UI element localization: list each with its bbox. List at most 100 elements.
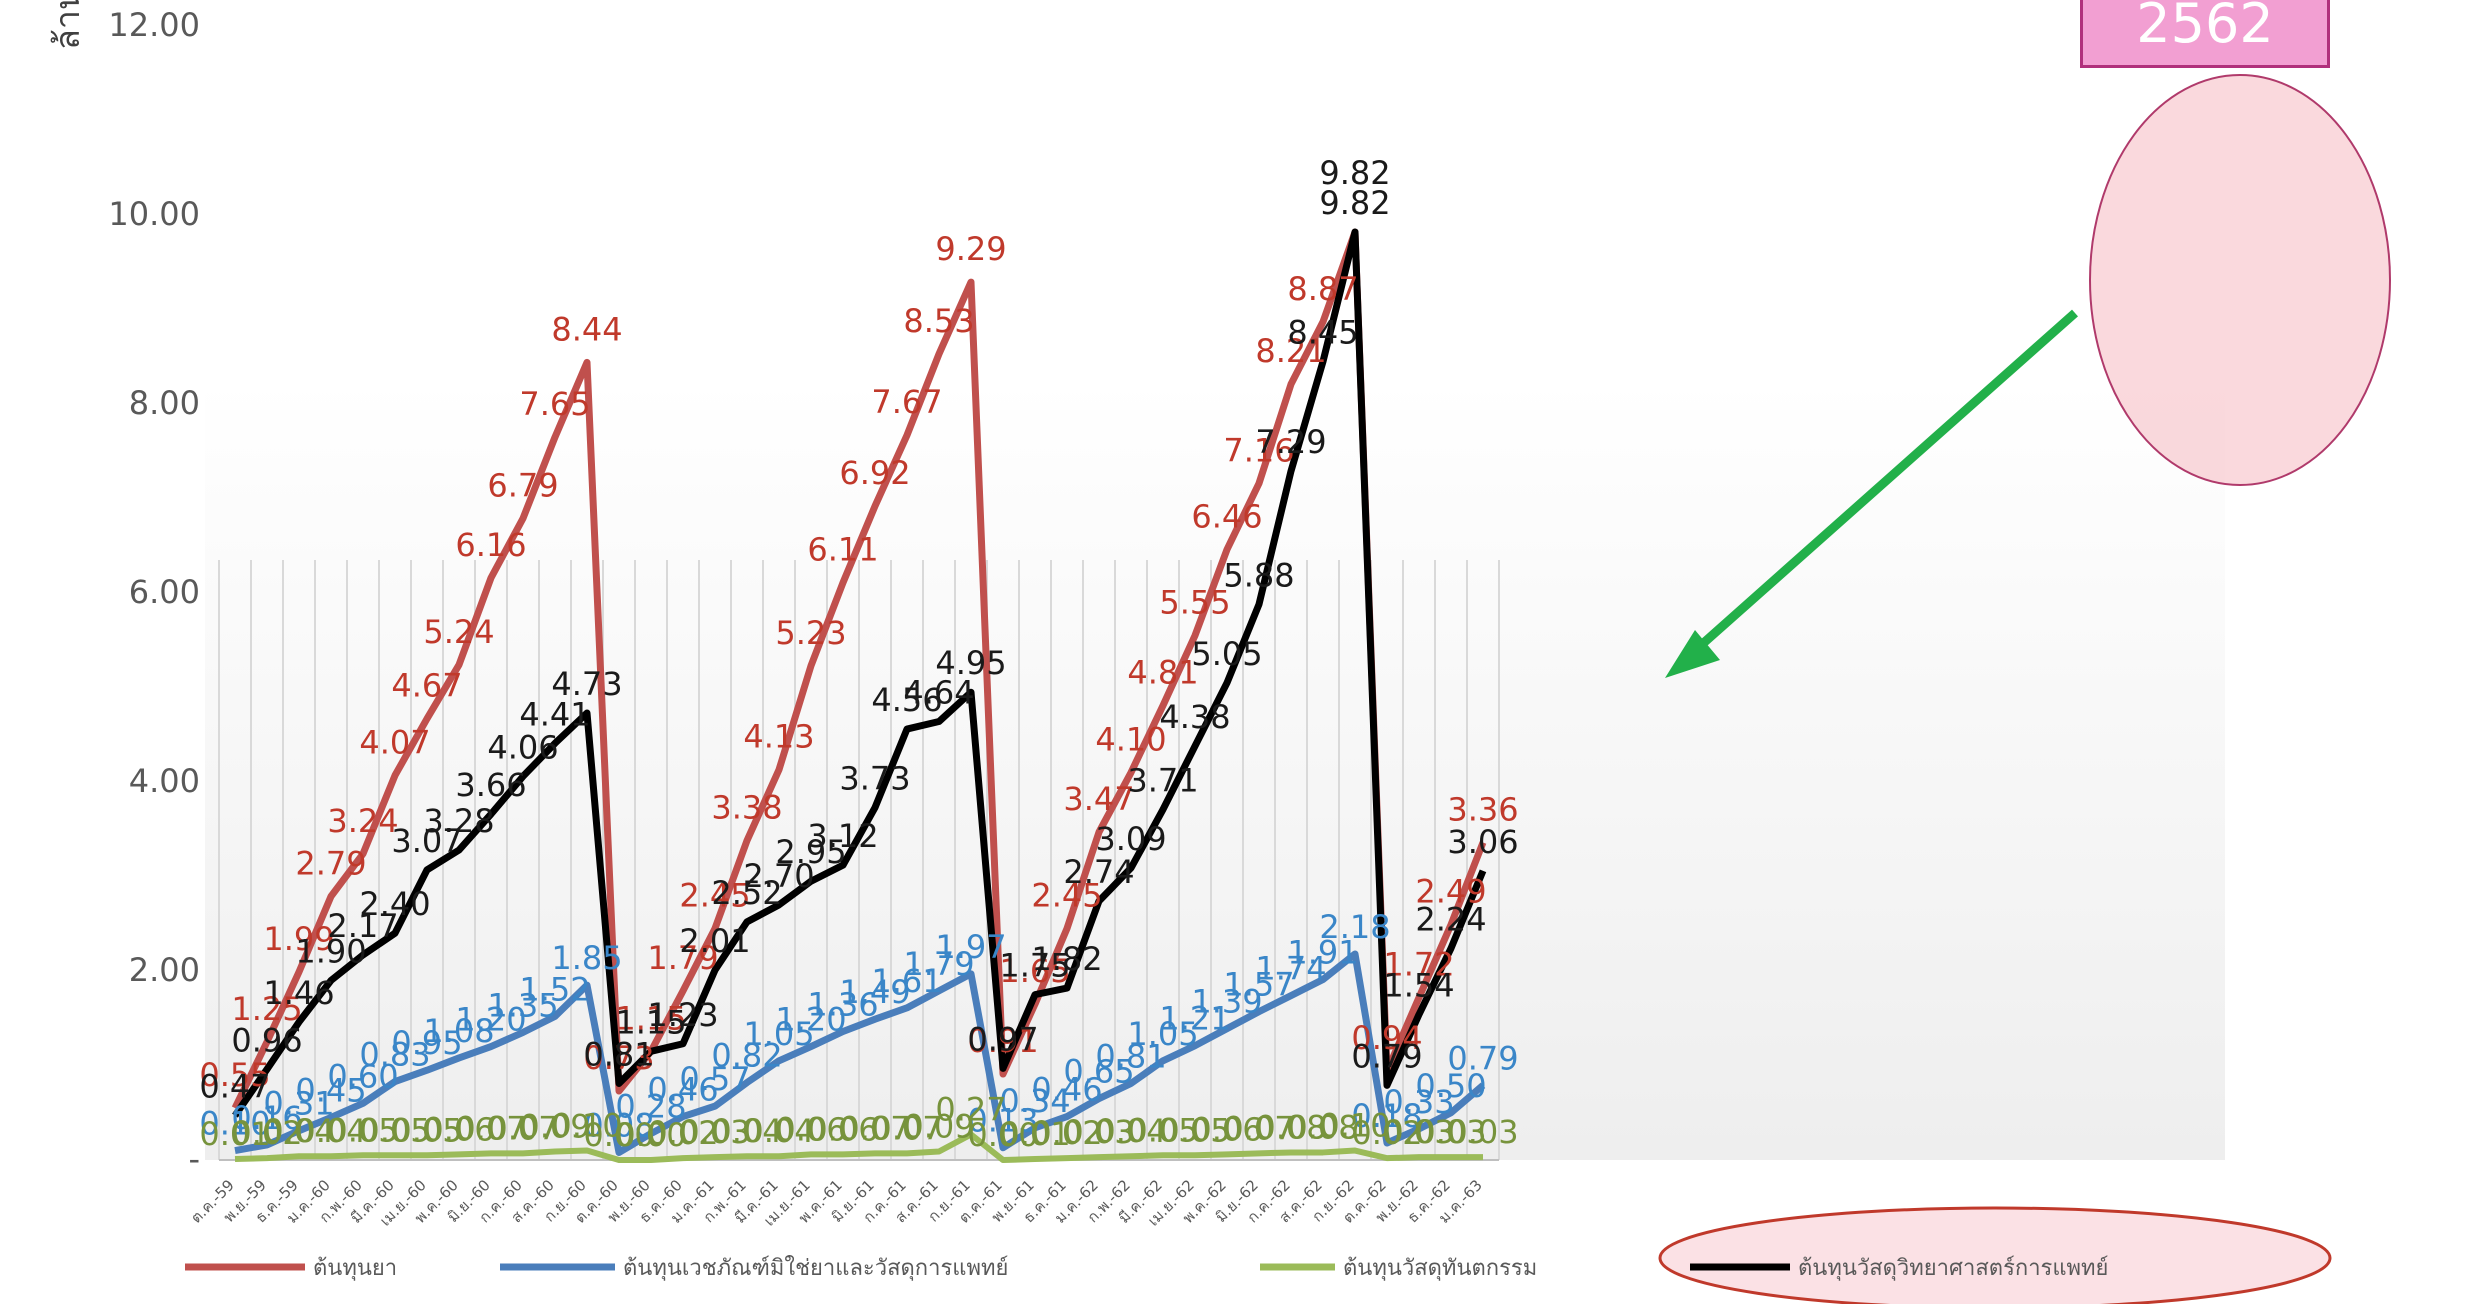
data-label: 7.67 <box>871 383 942 421</box>
data-label: 3.66 <box>455 766 526 804</box>
data-label: 0.82 <box>711 1037 782 1075</box>
data-labels: 0.55 1.25 1.99 2.79 3.24 4.07 4.67 5.24 6.16 6.79… <box>199 154 1518 1154</box>
y-tick-label: 10.00 <box>108 195 200 233</box>
data-label: 1.08 <box>423 1012 494 1050</box>
data-label: 4.10 <box>1095 721 1166 759</box>
data-label: 1.20 <box>455 1001 526 1039</box>
data-label: 0.00 <box>967 1116 1038 1154</box>
legend-label: ต้นทุนยา <box>313 1256 397 1281</box>
data-label: 0.79 <box>1351 1037 1422 1075</box>
data-label: 0.02 <box>1031 1114 1102 1152</box>
data-label: 5.05 <box>1191 635 1262 673</box>
data-label: 0.18 <box>1351 1097 1422 1135</box>
data-label: 1.90 <box>295 932 366 970</box>
data-label: 2.70 <box>743 857 814 895</box>
data-label: 0.00 <box>583 1116 654 1154</box>
data-label: 0.97 <box>967 1020 1038 1058</box>
data-label: 2.49 <box>1415 873 1486 911</box>
data-label: 4.38 <box>1159 698 1230 736</box>
data-label: 2.52 <box>711 874 782 912</box>
data-label: 2.24 <box>1415 900 1486 938</box>
data-label: 0.55 <box>199 1056 270 1094</box>
data-label: 0.07 <box>1223 1109 1294 1147</box>
data-label: 0.81 <box>583 1035 654 1073</box>
data-label: 3.07 <box>391 822 462 860</box>
data-label: 6.92 <box>839 454 910 492</box>
data-label: 7.65 <box>519 385 590 423</box>
data-label: 0.95 <box>391 1024 462 1062</box>
legend-label: ต้นทุนวัสดุวิทยาศาสตร์การแพทย์ <box>1798 1256 2108 1281</box>
data-label: 4.73 <box>551 665 622 703</box>
data-label: 3.24 <box>327 802 398 840</box>
data-label: 0.81 <box>1095 1037 1166 1075</box>
data-label: 0.60 <box>327 1057 398 1095</box>
data-label: 0.33 <box>1383 1083 1454 1121</box>
data-label: 4.95 <box>935 644 1006 682</box>
data-label: 1.54 <box>1383 966 1454 1004</box>
data-label: 0.04 <box>1095 1112 1166 1150</box>
data-label: 1.39 <box>1191 983 1262 1021</box>
data-label: 1.72 <box>1383 945 1454 983</box>
data-label: 1.82 <box>1031 940 1102 978</box>
data-label: 1.46 <box>263 974 334 1012</box>
data-label: 7.29 <box>1255 423 1326 461</box>
data-label: 7.16 <box>1223 431 1294 469</box>
data-label: 0.73 <box>583 1039 654 1077</box>
data-label: 0.04 <box>743 1112 814 1150</box>
data-label: 0.03 <box>1415 1113 1486 1151</box>
data-label: 9.82 <box>1319 184 1390 222</box>
data-label: 4.07 <box>359 723 430 761</box>
data-label: 2.74 <box>1063 853 1134 891</box>
data-label: 0.04 <box>295 1112 366 1150</box>
trend-arrow <box>1687 309 2078 659</box>
data-label: 1.05 <box>1127 1015 1198 1053</box>
year-annotation-box: 2562 <box>2080 0 2330 68</box>
data-label: 0.05 <box>327 1111 398 1149</box>
data-label: 8.53 <box>903 302 974 340</box>
data-label: 3.09 <box>1095 820 1166 858</box>
data-label: 2.18 <box>1319 908 1390 946</box>
data-label: 2.95 <box>775 833 846 871</box>
plot-background <box>205 380 2225 1160</box>
data-label: 1.52 <box>519 970 590 1008</box>
data-label: 1.61 <box>871 962 942 1000</box>
data-label: 0.45 <box>295 1071 366 1109</box>
data-label: 2.79 <box>295 844 366 882</box>
data-label: 5.55 <box>1159 584 1230 622</box>
data-label: 0.06 <box>1191 1110 1262 1148</box>
data-label: 6.46 <box>1191 498 1262 536</box>
data-label: 0.04 <box>711 1112 782 1150</box>
legend-label: ต้นทุนวัสดุทันตกรรม <box>1343 1256 1537 1281</box>
data-label: 9.29 <box>935 230 1006 268</box>
data-label: 1.75 <box>999 947 1070 985</box>
data-label: 5.88 <box>1223 556 1294 594</box>
data-label: 0.34 <box>999 1082 1070 1120</box>
data-label: 0.03 <box>679 1113 750 1151</box>
data-label: 1.65 <box>999 952 1070 990</box>
data-label: 0.91 <box>967 1022 1038 1060</box>
data-label: 0.31 <box>263 1085 334 1123</box>
data-label: 6.79 <box>487 466 558 504</box>
data-label: 0.57 <box>679 1060 750 1098</box>
y-tick-label: - <box>188 1140 200 1178</box>
data-label: 1.20 <box>775 1001 846 1039</box>
data-label: 1.35 <box>487 986 558 1024</box>
data-label: 1.36 <box>807 985 878 1023</box>
data-label: 0.65 <box>1063 1053 1134 1091</box>
data-label: 4.41 <box>519 695 590 733</box>
series-line <box>231 228 1487 1110</box>
data-label: 0.07 <box>455 1109 526 1147</box>
data-label: 8.44 <box>551 310 622 348</box>
series-line <box>232 228 1487 1118</box>
data-label: 0.46 <box>1031 1071 1102 1109</box>
data-label: 0.10 <box>199 1105 270 1143</box>
data-label: 0.02 <box>1351 1114 1422 1152</box>
data-label: 4.81 <box>1127 653 1198 691</box>
data-label: 0.05 <box>1127 1111 1198 1149</box>
data-label: 0.96 <box>231 1021 302 1059</box>
data-label: 2.01 <box>679 922 750 960</box>
series-lines <box>231 228 1487 1163</box>
legend-label: ต้นทุนเวชภัณฑ์มิใช่ยาและวัสดุการแพทย์ <box>623 1255 1008 1281</box>
data-label: 0.79 <box>1447 1039 1518 1077</box>
data-label: 0.05 <box>359 1111 430 1149</box>
